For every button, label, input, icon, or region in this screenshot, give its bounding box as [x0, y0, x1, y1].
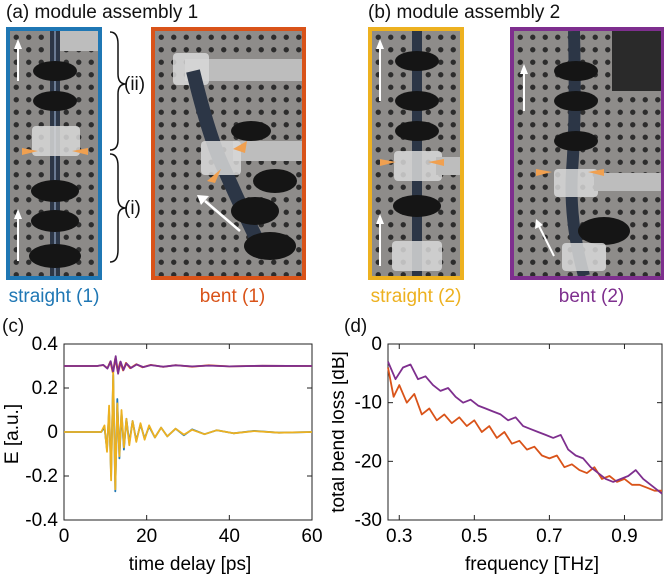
y-tick-label: -20 [355, 451, 382, 472]
photo-bent-1-drawing [155, 31, 302, 276]
y-tick-label: 0 [47, 422, 58, 443]
photo-bent-1 [151, 27, 306, 280]
y-tick-label: -10 [355, 393, 382, 414]
x-tick-label: 40 [219, 526, 240, 547]
x-tick-label: 60 [301, 526, 322, 547]
y-tick-label: -0.2 [25, 466, 58, 487]
panel-b-title: (b) module assembly 2 [368, 2, 561, 23]
photo-straight-1 [6, 27, 102, 280]
y-tick-label: -0.4 [25, 510, 58, 531]
plot-frame [387, 343, 663, 521]
x-tick-label: 0.5 [461, 526, 487, 547]
photo-straight-1-drawing [10, 31, 98, 276]
series-line-1 [387, 361, 663, 495]
series-line-1 [64, 355, 313, 375]
x-tick-label: 20 [136, 526, 157, 547]
y-tick-label: 0 [371, 334, 382, 355]
x-axis-label: frequency [THz] [465, 554, 599, 575]
chart-bend-loss: 0.3 0.5 0.7 0.9 -30 -20 -10 0 frequency [THz] t… [332, 334, 663, 575]
panel-a-title: (a) module assembly 1 [6, 2, 199, 23]
photo-bent-2 [510, 27, 664, 280]
y-tick-label: -30 [355, 510, 382, 531]
brace-label-i: (i) [124, 198, 141, 219]
photo-straight-2-drawing [372, 31, 460, 276]
photo-straight-2 [368, 27, 464, 280]
y-axis-label: E [a.u.] [2, 404, 23, 464]
x-tick-label: 0 [59, 526, 70, 547]
x-tick-label: 0.3 [386, 526, 412, 547]
caption-bent-1: bent (1) [199, 286, 266, 307]
assembly-brace [109, 31, 127, 263]
y-tick-label: 0.2 [32, 378, 58, 399]
y-axis-label: total bend loss [dB] [332, 351, 349, 513]
caption-bent-2: bent (2) [558, 286, 625, 307]
caption-straight-1: straight (1) [8, 286, 100, 307]
chart-time-domain: 0 20 40 60 -0.4 -0.2 0 0.2 0.4 time delay [ps] E… [2, 334, 323, 575]
x-axis-label: time delay [ps] [129, 554, 252, 575]
x-tick-label: 0.9 [611, 526, 637, 547]
photo-bent-2-drawing [514, 31, 661, 276]
brace-label-ii: (ii) [124, 74, 146, 95]
panel-c-label: (c) [2, 316, 25, 337]
caption-straight-2: straight (2) [370, 286, 462, 307]
y-tick-label: 0.4 [32, 334, 59, 355]
series-line-3 [64, 371, 313, 491]
x-tick-label: 0.7 [536, 526, 562, 547]
panel-d-label: (d) [344, 316, 368, 337]
series-line-0 [387, 367, 662, 492]
